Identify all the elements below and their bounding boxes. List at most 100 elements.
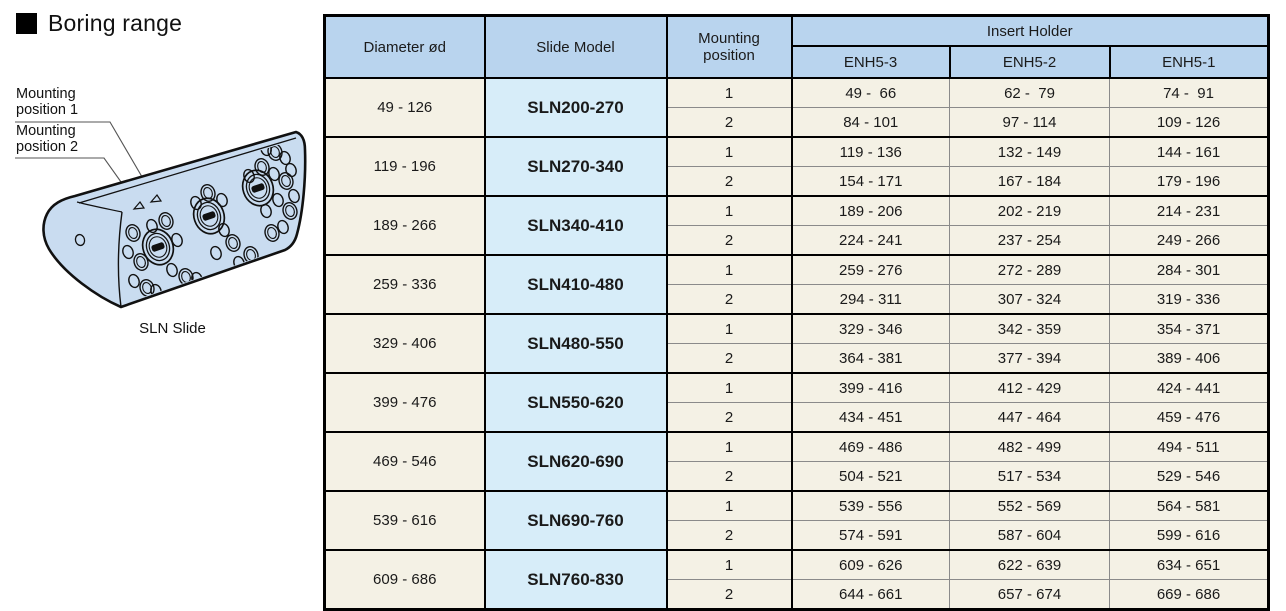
range-cell-enh5-3: 189 - 206 — [791, 195, 950, 226]
range-cell-enh5-3: 574 - 591 — [791, 520, 950, 551]
range-cell-enh5-3: 224 - 241 — [791, 225, 950, 256]
slide-model-cell: SLN200-270 — [483, 77, 668, 138]
table-row: 2 574 - 591 587 - 604 599 - 616 — [325, 520, 1270, 551]
square-bullet-icon — [16, 13, 37, 34]
range-cell-enh5-1: 74 - 91 — [1108, 77, 1270, 108]
diameter-cell: 399 - 476 — [323, 372, 486, 433]
diameter-cell: 539 - 616 — [323, 490, 486, 551]
mounting-position-cell: 2 — [666, 520, 793, 551]
range-cell-enh5-1: 354 - 371 — [1108, 313, 1270, 344]
range-cell-enh5-1: 109 - 126 — [1108, 107, 1270, 138]
range-cell-enh5-3: 49 - 66 — [791, 77, 950, 108]
mounting-position-2-arrow — [132, 201, 146, 210]
range-cell-enh5-2: 272 - 289 — [949, 254, 1110, 285]
slide-model-cell: SLN340-410 — [483, 195, 668, 256]
table-row: 189 - 266 SLN340-410 1 189 - 206 202 - 219 21… — [323, 195, 1270, 256]
diameter-cell: 49 - 126 — [323, 77, 486, 138]
range-cell-enh5-2: 517 - 534 — [949, 461, 1110, 492]
table-row: 2 364 - 381 377 - 394 389 - 406 — [325, 343, 1270, 374]
col-header-diameter: Diameter ød — [323, 14, 486, 79]
range-cell-enh5-1: 634 - 651 — [1108, 549, 1270, 580]
mounting-position-cell: 1 — [666, 254, 793, 285]
range-cell-enh5-3: 119 - 136 — [791, 136, 950, 167]
table-row: 2 434 - 451 447 - 464 459 - 476 — [325, 402, 1270, 433]
col-header-insert-holder: Insert Holder — [790, 14, 1270, 47]
range-cell-enh5-3: 434 - 451 — [791, 402, 950, 433]
range-cell-enh5-2: 202 - 219 — [949, 195, 1110, 226]
mounting-position-cell: 2 — [666, 461, 793, 492]
range-cell-enh5-1: 144 - 161 — [1108, 136, 1270, 167]
col-header-model: Slide Model — [483, 14, 668, 79]
col-header-enh5-1: ENH5-1 — [1108, 45, 1270, 79]
table-row: 539 - 616 SLN690-760 1 539 - 556 552 - 569 56… — [323, 490, 1270, 551]
table-row: 2 504 - 521 517 - 534 529 - 546 — [325, 461, 1270, 492]
col-header-enh5-3: ENH5-3 — [790, 45, 951, 79]
mounting-position-cell: 2 — [666, 107, 793, 138]
range-cell-enh5-3: 399 - 416 — [791, 372, 950, 403]
range-cell-enh5-2: 587 - 604 — [949, 520, 1110, 551]
range-cell-enh5-3: 154 - 171 — [791, 166, 950, 197]
mounting-position-cell: 1 — [666, 195, 793, 226]
range-cell-enh5-2: 167 - 184 — [949, 166, 1110, 197]
range-cell-enh5-1: 424 - 441 — [1108, 372, 1270, 403]
mounting-position-cell: 1 — [666, 372, 793, 403]
range-cell-enh5-1: 599 - 616 — [1108, 520, 1270, 551]
table-row: 329 - 406 SLN480-550 1 329 - 346 342 - 359 35… — [323, 313, 1270, 374]
table-row: 2 224 - 241 237 - 254 249 - 266 — [325, 225, 1270, 256]
range-cell-enh5-2: 552 - 569 — [949, 490, 1110, 521]
table-row: 609 - 686 SLN760-830 1 609 - 626 622 - 639 63… — [323, 549, 1270, 610]
range-cell-enh5-2: 412 - 429 — [949, 372, 1110, 403]
mounting-position-cell: 2 — [666, 225, 793, 256]
mounting-position-2-label: Mounting position 2 — [16, 123, 79, 155]
range-cell-enh5-1: 459 - 476 — [1108, 402, 1270, 433]
range-cell-enh5-2: 657 - 674 — [949, 579, 1110, 610]
table-body: 49 - 126 SLN200-270 1 49 - 66 62 - 79 74 - 91… — [323, 77, 1270, 610]
col-header-enh5-2: ENH5-2 — [948, 45, 1111, 79]
range-cell-enh5-1: 669 - 686 — [1108, 579, 1270, 610]
range-cell-enh5-1: 494 - 511 — [1108, 431, 1270, 462]
mounting-position-cell: 2 — [666, 284, 793, 315]
range-cell-enh5-2: 447 - 464 — [949, 402, 1110, 433]
range-cell-enh5-2: 132 - 149 — [949, 136, 1110, 167]
table-row: 399 - 476 SLN550-620 1 399 - 416 412 - 429 42… — [323, 372, 1270, 433]
range-cell-enh5-3: 644 - 661 — [791, 579, 950, 610]
range-cell-enh5-2: 342 - 359 — [949, 313, 1110, 344]
range-cell-enh5-2: 62 - 79 — [949, 77, 1110, 108]
counterbore-hole — [192, 197, 226, 235]
range-cell-enh5-3: 539 - 556 — [791, 490, 950, 521]
range-cell-enh5-1: 249 - 266 — [1108, 225, 1270, 256]
page-title: Boring range — [48, 10, 183, 36]
mounting-position-cell: 2 — [666, 402, 793, 433]
table-row: 469 - 546 SLN620-690 1 469 - 486 482 - 499 49… — [323, 431, 1270, 492]
range-cell-enh5-1: 319 - 336 — [1108, 284, 1270, 315]
slide-model-cell: SLN480-550 — [483, 313, 668, 374]
range-cell-enh5-2: 237 - 254 — [949, 225, 1110, 256]
slide-caption: SLN Slide — [139, 320, 206, 337]
mounting-position-cell: 2 — [666, 166, 793, 197]
range-cell-enh5-2: 97 - 114 — [949, 107, 1110, 138]
diameter-cell: 329 - 406 — [323, 313, 486, 374]
slide-body — [42, 130, 307, 309]
mounting-position-cell: 2 — [666, 343, 793, 374]
range-cell-enh5-3: 329 - 346 — [791, 313, 950, 344]
range-cell-enh5-3: 609 - 626 — [791, 549, 950, 580]
range-cell-enh5-1: 529 - 546 — [1108, 461, 1270, 492]
table-row: 2 644 - 661 657 - 674 669 - 686 — [325, 579, 1270, 610]
diameter-cell: 469 - 546 — [323, 431, 486, 492]
slide-model-cell: SLN550-620 — [483, 372, 668, 433]
table-row: 2 294 - 311 307 - 324 319 - 336 — [325, 284, 1270, 315]
range-cell-enh5-1: 179 - 196 — [1108, 166, 1270, 197]
section-title: Boring range — [16, 10, 182, 37]
range-cell-enh5-2: 622 - 639 — [949, 549, 1110, 580]
mounting-position-cell: 1 — [666, 549, 793, 580]
mounting-position-cell: 1 — [666, 313, 793, 344]
table-row: 2 84 - 101 97 - 114 109 - 126 — [325, 107, 1270, 138]
range-cell-enh5-3: 469 - 486 — [791, 431, 950, 462]
range-cell-enh5-2: 377 - 394 — [949, 343, 1110, 374]
diameter-cell: 609 - 686 — [323, 549, 486, 610]
mounting-position-cell: 1 — [666, 77, 793, 108]
table-row: 119 - 196 SLN270-340 1 119 - 136 132 - 149 14… — [323, 136, 1270, 197]
mounting-position-cell: 1 — [666, 136, 793, 167]
range-cell-enh5-3: 294 - 311 — [791, 284, 950, 315]
range-cell-enh5-3: 259 - 276 — [791, 254, 950, 285]
